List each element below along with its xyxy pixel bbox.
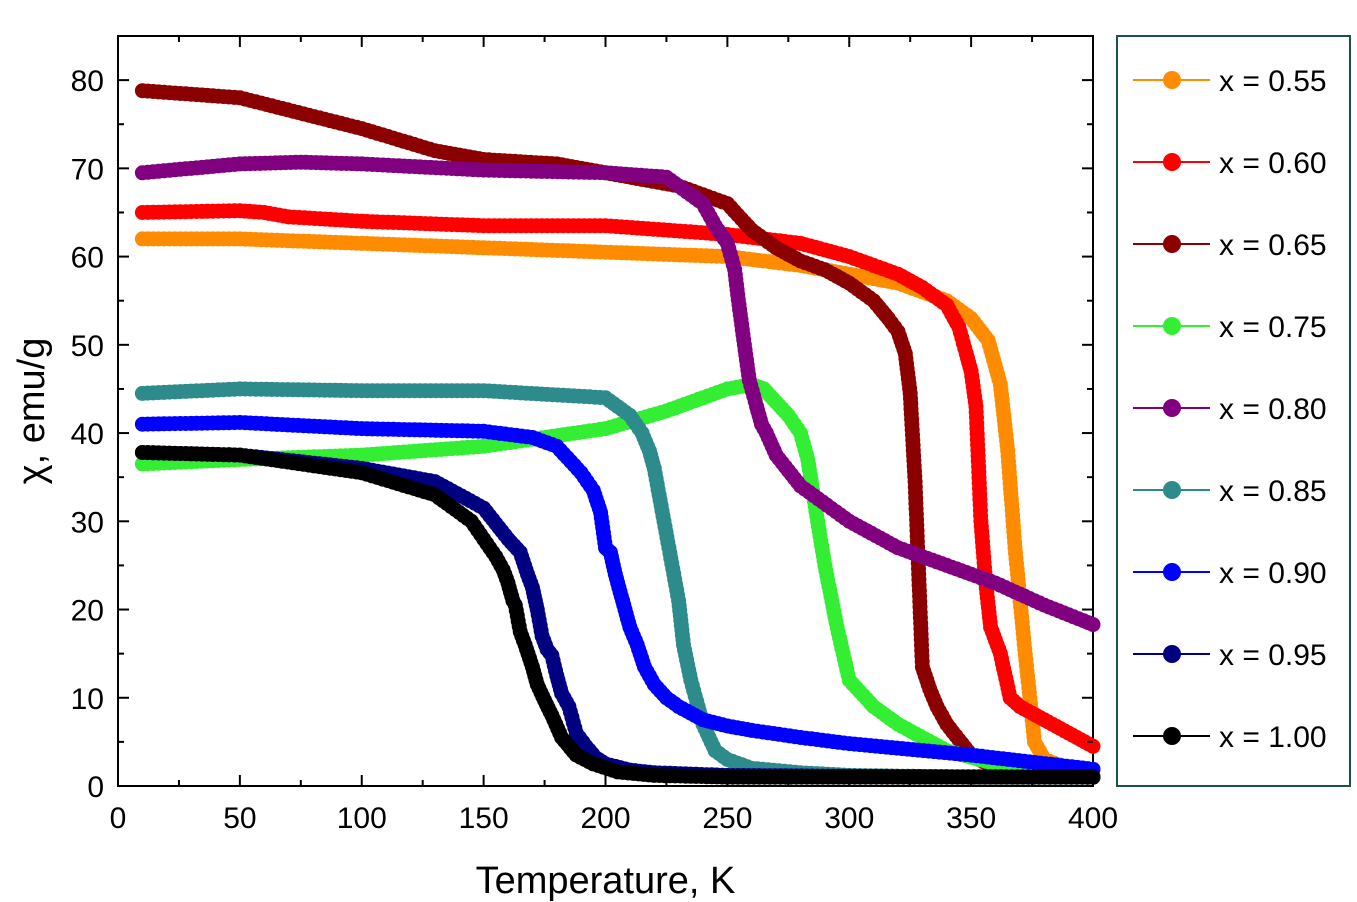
x-tick-label: 50 — [223, 802, 256, 835]
y-tick-label: 20 — [71, 595, 104, 628]
legend-item: x = 0.95 — [1133, 639, 1327, 672]
y-tick-label: 30 — [71, 506, 104, 539]
y-tick-label: 0 — [87, 771, 104, 804]
y-tick-label: 50 — [71, 330, 104, 363]
series-4 — [134, 154, 1101, 633]
x-tick-label: 100 — [337, 802, 387, 835]
x-tick-label: 200 — [580, 802, 630, 835]
legend-marker — [1163, 71, 1181, 89]
legend-label: x = 0.65 — [1219, 229, 1327, 262]
x-tick-label: 150 — [459, 802, 509, 835]
legend-item: x = 1.00 — [1133, 721, 1327, 754]
series-8 — [134, 445, 1101, 785]
series-1 — [134, 203, 1101, 754]
legend-item: x = 0.60 — [1133, 147, 1327, 180]
data-point — [1085, 617, 1101, 633]
y-tick-label: 70 — [71, 153, 104, 186]
legend-marker — [1163, 317, 1181, 335]
x-tick-label: 250 — [702, 802, 752, 835]
legend-item: x = 0.90 — [1133, 557, 1327, 590]
legend-label: x = 0.85 — [1219, 475, 1327, 508]
x-tick-label: 400 — [1068, 802, 1118, 835]
y-tick-label: 80 — [71, 65, 104, 98]
legend-marker — [1163, 481, 1181, 499]
legend-item: x = 0.75 — [1133, 311, 1327, 344]
y-tick-label: 60 — [71, 242, 104, 275]
x-tick-label: 0 — [110, 802, 127, 835]
legend-marker — [1163, 727, 1181, 745]
y-tick-label: 10 — [71, 683, 104, 716]
legend-label: x = 0.55 — [1219, 65, 1327, 98]
x-tick-label: 350 — [946, 802, 996, 835]
x-tick-label: 300 — [824, 802, 874, 835]
legend-label: x = 0.95 — [1219, 639, 1327, 672]
series-6 — [134, 415, 1101, 777]
legend-item: x = 0.80 — [1133, 393, 1327, 426]
legend-item: x = 0.85 — [1133, 475, 1327, 508]
y-tick-label: 40 — [71, 418, 104, 451]
legend-marker — [1163, 399, 1181, 417]
legend-label: x = 0.90 — [1219, 557, 1327, 590]
legend-marker — [1163, 235, 1181, 253]
plot-frame — [117, 35, 1094, 787]
legend-label: x = 1.00 — [1219, 721, 1327, 754]
plot-area — [117, 35, 1094, 787]
legend-label: x = 0.80 — [1219, 393, 1327, 426]
axes-layer: 0 50 100 150 200 250 300 350 400 0 10 20 30 40 50 60 70 8… — [11, 35, 1118, 902]
legend-item: x = 0.65 — [1133, 229, 1327, 262]
legend-marker — [1163, 645, 1181, 663]
legend-item: x = 0.55 — [1133, 65, 1327, 98]
legend-marker — [1163, 563, 1181, 581]
legend: x = 0.55 x = 0.60 x = 0.65 x = 0.75 x = 0.80… — [1116, 35, 1351, 787]
x-axis-label: Temperature, K — [476, 860, 736, 902]
legend-label: x = 0.75 — [1219, 311, 1327, 344]
legend-label: x = 0.60 — [1219, 147, 1327, 180]
series-layer — [134, 83, 1101, 785]
series-5 — [134, 381, 1101, 785]
legend-marker — [1163, 153, 1181, 171]
y-axis-label: χ, emu/g — [11, 338, 53, 485]
